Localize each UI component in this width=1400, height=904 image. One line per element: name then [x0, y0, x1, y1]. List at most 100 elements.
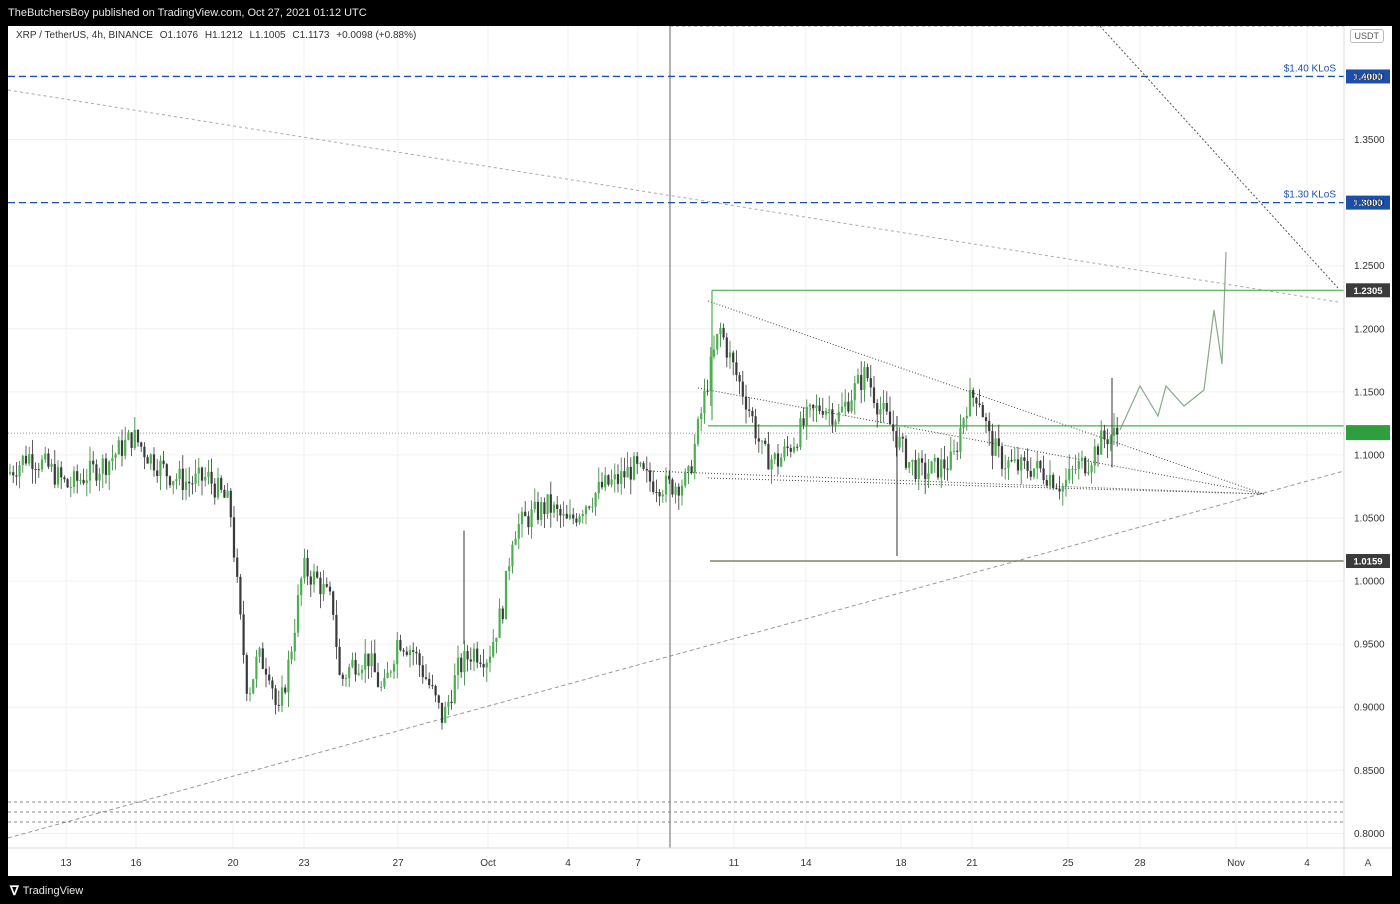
tradingview-logo[interactable]: ∇ TradingView: [10, 883, 83, 899]
candle-body: [431, 685, 434, 687]
candle-body: [143, 446, 146, 458]
candle-body: [364, 653, 367, 670]
candle-body: [568, 514, 572, 519]
candle-body: [88, 460, 92, 481]
klos-price-badge: [1346, 69, 1390, 84]
candle-body: [236, 557, 239, 577]
candle-body: [536, 501, 540, 520]
candle-body: [808, 404, 812, 407]
ohlc-change: +0.0098 (+0.88%): [336, 30, 417, 41]
candle-body: [863, 367, 866, 390]
candle-body: [716, 334, 719, 350]
long-downtrend-line: [7, 89, 1339, 303]
candle-body: [792, 446, 796, 452]
candle-body: [831, 409, 834, 425]
candle-body: [828, 409, 831, 411]
candle-body: [277, 704, 280, 706]
candle-body: [284, 687, 287, 693]
candle-body: [434, 686, 437, 696]
candle-body: [405, 651, 408, 656]
x-tick-label: 20: [227, 858, 239, 869]
candle-body: [1004, 468, 1007, 470]
candle-body: [623, 471, 626, 478]
candle-body: [600, 481, 604, 488]
candle-body: [351, 659, 354, 667]
candle-body: [306, 557, 309, 577]
candle-body: [258, 648, 261, 657]
x-tick-label: 14: [800, 858, 812, 869]
candle-body: [290, 651, 293, 660]
candle-body: [108, 461, 111, 475]
candle-body: [476, 648, 479, 663]
symbol-pair: XRP / TetherUS, 4h, BINANCE: [16, 30, 153, 41]
candle-body: [860, 375, 863, 390]
candle-body: [248, 693, 252, 695]
klos-price-badge-text: 1.3000: [1353, 198, 1382, 209]
chart-area[interactable]: $1.40 KLoS 1.4000 $1.30 KLoS 1.3000 1.2305 1.…: [7, 25, 1392, 876]
ohlc-open: O1.1076: [159, 30, 199, 41]
candle-body: [82, 479, 85, 484]
candle-body: [655, 492, 658, 494]
ohlc-high: H1.1212: [204, 30, 243, 41]
candle-body: [639, 463, 642, 465]
candle-body: [700, 413, 703, 420]
candle-body: [373, 653, 376, 673]
candle-body: [328, 586, 332, 592]
x-tick-label: 25: [1062, 858, 1074, 869]
auto-scale-button[interactable]: A: [1365, 858, 1372, 869]
candle-body: [63, 477, 66, 480]
candle-body: [661, 494, 664, 497]
candle-body: [338, 646, 341, 675]
y-tick-label: 0.8000: [1354, 829, 1385, 840]
candle-body: [1071, 468, 1074, 470]
candle-body: [546, 494, 549, 514]
candle-body: [984, 417, 988, 421]
candle-body: [703, 390, 706, 414]
candle-body: [95, 464, 98, 481]
x-tick-label: 7: [635, 858, 641, 869]
candle-body: [709, 356, 712, 392]
candle-body: [504, 571, 508, 620]
candle-body: [805, 406, 808, 426]
candle-body: [213, 483, 216, 498]
candle-body: [940, 459, 943, 478]
candle-body: [47, 453, 50, 467]
candle-body: [447, 701, 450, 707]
candle-body: [280, 687, 284, 706]
candle-body: [770, 459, 773, 470]
candle-body: [821, 411, 824, 415]
ohlc-low: L1.1005: [249, 30, 286, 41]
candle-body: [133, 429, 136, 448]
candle-body: [604, 475, 607, 488]
candle-body: [204, 476, 207, 481]
candle-body: [130, 432, 133, 448]
candle-body: [444, 706, 447, 723]
x-tick-label: 23: [298, 858, 310, 869]
candle-body: [776, 453, 780, 467]
currency-button[interactable]: USDT: [1349, 29, 1384, 43]
candle-body: [412, 650, 415, 652]
y-tick-label: 1.3500: [1354, 135, 1385, 146]
candle-body: [997, 438, 1000, 447]
candle-body: [632, 456, 636, 480]
candle-body: [424, 677, 428, 679]
candle-body: [540, 502, 543, 520]
candle-body: [732, 352, 735, 363]
x-tick-label: 4: [565, 858, 571, 869]
candle-body: [789, 448, 792, 452]
candle-body: [812, 404, 815, 409]
candle-body: [92, 460, 95, 465]
candle-body: [498, 608, 501, 638]
candle-body: [56, 467, 60, 485]
candle-body: [562, 513, 565, 516]
candle-body: [1058, 488, 1061, 492]
candle-body: [117, 440, 120, 455]
candle-body: [479, 662, 482, 664]
x-tick-label: 28: [1134, 858, 1146, 869]
candle-body: [517, 524, 520, 539]
candle-body: [725, 337, 728, 358]
candle-body: [588, 506, 591, 508]
footer: ∇ TradingView: [0, 876, 1400, 904]
